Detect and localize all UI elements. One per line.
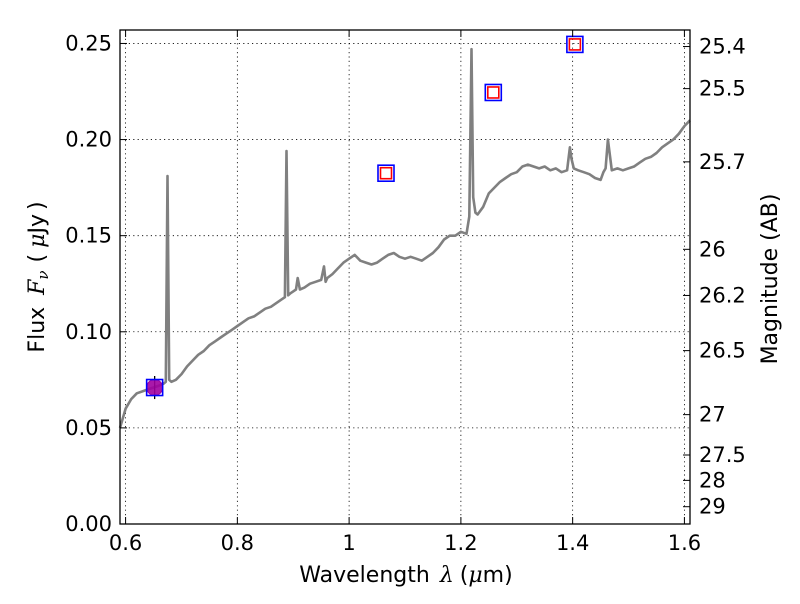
measurement-point bbox=[146, 379, 164, 397]
model-square-red bbox=[486, 86, 500, 99]
y-tick-label: 0.10 bbox=[65, 320, 112, 344]
x-tick-label: 1.4 bbox=[556, 531, 589, 555]
y2-axis-label: Magnitude (AB) bbox=[758, 194, 783, 365]
y2-tick-label: 25.7 bbox=[699, 150, 746, 174]
x-tick-label: 0.6 bbox=[109, 531, 142, 555]
model-square-blue bbox=[566, 35, 584, 54]
y-axis-unit-mu: μ bbox=[25, 234, 50, 248]
y2-tick-label: 29 bbox=[699, 495, 726, 519]
model-square-red bbox=[379, 166, 393, 180]
y2-tick-label: 27 bbox=[699, 403, 726, 427]
plot-frame bbox=[119, 29, 691, 525]
y-axis-unit-open: ( bbox=[25, 254, 50, 263]
spectrum-line bbox=[118, 47, 691, 429]
y-axis-label: Flux Fν ( μJy) bbox=[25, 201, 52, 352]
x-tick-label: 1.2 bbox=[444, 531, 477, 555]
y2-tick-label: 28 bbox=[699, 468, 726, 492]
data-layer bbox=[118, 35, 691, 429]
x-tick-label: 1.6 bbox=[668, 531, 701, 555]
y-axis-symbol: F bbox=[25, 279, 50, 296]
x-axis-label: Wavelength λ (μm) bbox=[299, 563, 512, 588]
x-tick-label: 1 bbox=[342, 531, 355, 555]
y2-tick-label: 25.4 bbox=[699, 35, 746, 59]
y2-tick-label: 26.5 bbox=[699, 339, 746, 363]
x-axis-unit-open: ( bbox=[460, 563, 469, 588]
y-axis-label-text: Flux bbox=[25, 307, 50, 353]
y-tick-label: 0.05 bbox=[65, 416, 112, 440]
model-square-red bbox=[568, 38, 582, 51]
model-square-blue bbox=[377, 164, 395, 183]
y2-tick-label: 26 bbox=[699, 237, 726, 261]
y-tick-label: 0.25 bbox=[65, 31, 112, 55]
y-axis-unit-close: ) bbox=[25, 201, 50, 210]
y-tick-label: 0.15 bbox=[65, 224, 112, 248]
y-axis-subscript: ν bbox=[34, 270, 52, 279]
y-tick-label: 0.00 bbox=[65, 512, 112, 536]
model-square-blue bbox=[484, 83, 503, 102]
y-tick-label: 0.20 bbox=[65, 128, 112, 152]
y-axis-unit-rest: Jy bbox=[25, 214, 50, 236]
grid-layer bbox=[120, 30, 690, 525]
y2-tick-label: 26.2 bbox=[699, 283, 746, 307]
model-square-blue bbox=[145, 378, 164, 397]
x-axis-unit-mu: μ bbox=[468, 563, 482, 588]
y2-tick-label: 27.5 bbox=[699, 443, 746, 467]
y2-tick-label: 25.5 bbox=[699, 77, 746, 101]
tick-layer: 0.6 0.8 1 1.2 1.4 1.6 0.00 0.05 0.10 0.15 0.20 0.25… bbox=[65, 30, 746, 555]
x-axis-symbol: λ bbox=[439, 563, 454, 588]
x-tick-label: 0.8 bbox=[221, 531, 254, 555]
x-axis-unit-rest: m) bbox=[483, 563, 513, 588]
x-axis-label-text: Wavelength bbox=[299, 563, 430, 588]
